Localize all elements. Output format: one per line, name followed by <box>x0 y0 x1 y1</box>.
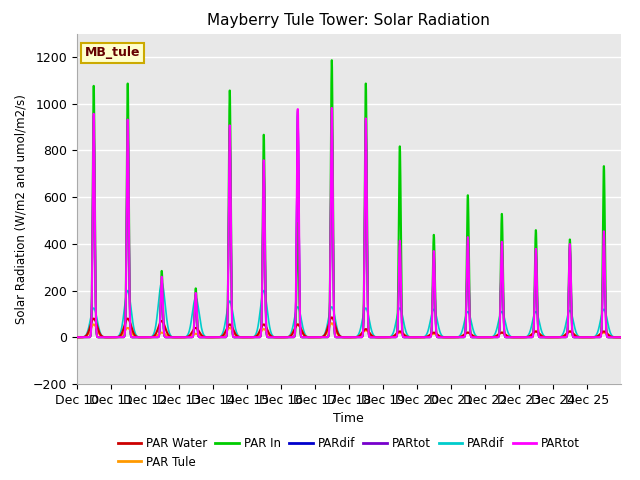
Text: MB_tule: MB_tule <box>85 47 140 60</box>
Legend: PAR Water, PAR Tule, PAR In, PARdif, PARtot, PARdif, PARtot: PAR Water, PAR Tule, PAR In, PARdif, PAR… <box>113 432 585 473</box>
X-axis label: Time: Time <box>333 412 364 425</box>
Title: Mayberry Tule Tower: Solar Radiation: Mayberry Tule Tower: Solar Radiation <box>207 13 490 28</box>
Y-axis label: Solar Radiation (W/m2 and umol/m2/s): Solar Radiation (W/m2 and umol/m2/s) <box>14 94 27 324</box>
